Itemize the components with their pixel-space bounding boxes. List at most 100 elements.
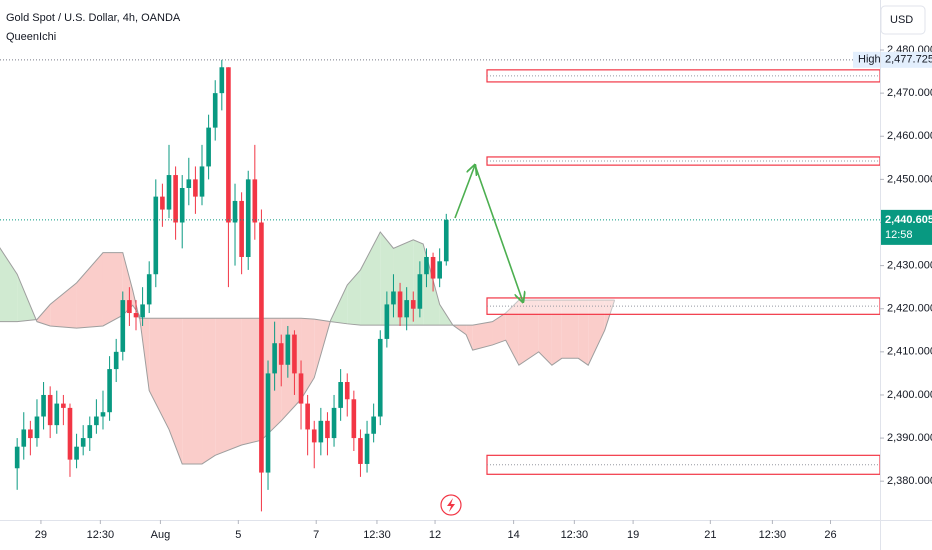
candle-body [259, 222, 264, 473]
candle-body [371, 416, 376, 434]
plot-area [0, 59, 880, 512]
candle-body [107, 369, 112, 413]
cloud-segment [215, 318, 242, 456]
cloud-segment [466, 325, 473, 351]
candle-body [430, 256, 436, 279]
candle-body [292, 334, 297, 374]
supply-demand-zone [486, 69, 880, 83]
cloud-segment [301, 318, 315, 400]
candle-body [417, 274, 423, 309]
alert-icon[interactable] [440, 494, 462, 516]
candle-body [133, 313, 139, 318]
candle-body [166, 175, 172, 210]
candle-body [437, 261, 442, 279]
cloud-segment [169, 318, 183, 464]
candle-body [28, 429, 33, 439]
candle-body [193, 179, 198, 197]
candle-body [305, 403, 310, 430]
candle-body [443, 219, 449, 262]
x-tick-label: 26 [824, 529, 836, 541]
candle-body [358, 438, 363, 464]
supply-demand-zone [486, 297, 880, 315]
x-tick-label: 12:30 [759, 529, 787, 541]
candle-body [397, 291, 403, 318]
cloud-segment [551, 300, 562, 366]
candle-body [424, 256, 429, 275]
x-tick-label: 19 [627, 529, 639, 541]
candle-body [94, 416, 99, 426]
x-tick-label: 14 [507, 529, 519, 541]
candle-body [41, 394, 46, 417]
candle-body [146, 274, 152, 305]
cloud-segment [538, 300, 552, 366]
candle-body [80, 438, 86, 447]
projection-arrow [474, 164, 523, 302]
projection-arrow [454, 165, 475, 219]
candle-body [14, 446, 20, 469]
high-value: 2,477.725 [885, 54, 932, 66]
y-tick-label: 2,390.000 [887, 432, 932, 444]
candle-body [206, 127, 211, 167]
y-tick-label: 2,430.000 [887, 260, 932, 272]
candle-body [410, 300, 416, 309]
cloud-segment [36, 304, 51, 326]
last-price-box [881, 209, 932, 245]
candle-body [239, 200, 244, 257]
candle-body [278, 343, 284, 365]
cloud-segment [505, 300, 519, 366]
cloud-segment [50, 282, 77, 329]
x-tick-label: 12:30 [363, 529, 391, 541]
candle-body [391, 291, 396, 305]
currency-button[interactable] [880, 5, 926, 35]
candle-body [338, 382, 343, 408]
cloud-segment [76, 252, 103, 329]
supply-demand-zone [486, 454, 880, 475]
y-tick-label: 2,470.000 [887, 87, 932, 99]
candle-body [364, 433, 370, 464]
x-tick-label: 12 [429, 529, 441, 541]
cloud-segment [261, 318, 282, 441]
high-value-box [881, 51, 932, 68]
y-tick-label: 2,420.000 [887, 303, 932, 315]
y-tick-label: 2,400.000 [887, 389, 932, 401]
candle-body [127, 300, 132, 314]
candle-body [404, 300, 409, 318]
candle-body [153, 196, 159, 275]
candle-body [351, 399, 357, 439]
chart-title: Gold Spot / U.S. Dollar, 4h, OANDA [6, 12, 181, 24]
cloud-segment [102, 252, 123, 326]
cloud-segment [0, 248, 18, 322]
candle-body [21, 429, 27, 447]
candle-body [186, 179, 192, 188]
high-label-box [853, 51, 880, 68]
indicator-name: QueenIchi [6, 31, 56, 43]
y-tick-label: 2,380.000 [887, 475, 932, 487]
candle-body [325, 420, 330, 439]
supply-demand-zone [486, 156, 880, 166]
candle-body [344, 382, 350, 400]
candle-body [67, 407, 73, 460]
cloud-segment [241, 318, 262, 445]
candle-body [160, 196, 165, 210]
candle-body [252, 179, 258, 223]
cloud-segment [347, 269, 361, 326]
candle-body [377, 338, 383, 417]
candle-body [54, 403, 60, 426]
candle-body [173, 175, 178, 223]
candle-body [87, 425, 93, 439]
cloud-segment [149, 318, 170, 430]
x-tick-label: 7 [313, 529, 319, 541]
cloud-segment [202, 318, 216, 464]
x-tick-label: 12:30 [561, 529, 589, 541]
candle-body [285, 334, 291, 365]
cloud-segment [393, 239, 414, 326]
candle-body [100, 412, 106, 417]
candle-body [226, 67, 231, 223]
cloud-segment [578, 300, 589, 366]
candle-body [113, 351, 119, 370]
cloud-line [0, 252, 615, 326]
candle-body [61, 403, 66, 408]
candle-body [219, 67, 225, 94]
candle-body [47, 394, 53, 426]
y-tick-label: 2,460.000 [887, 130, 932, 142]
